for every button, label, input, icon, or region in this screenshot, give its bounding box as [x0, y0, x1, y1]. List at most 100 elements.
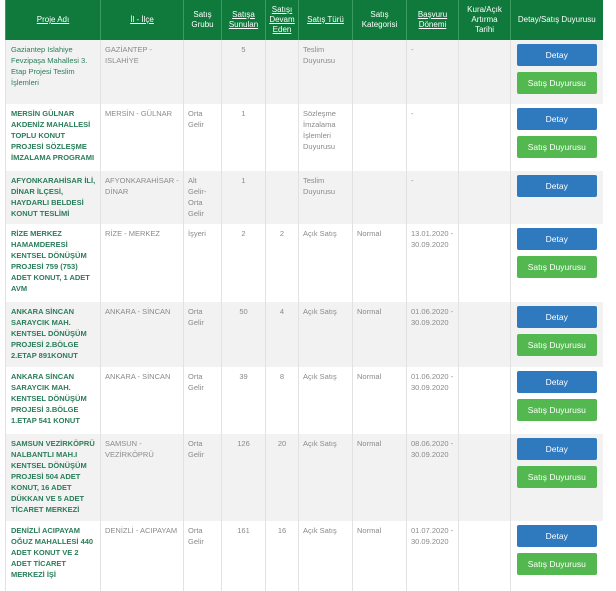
- project-name-link[interactable]: Gaziantep Islahiye Fevzipaşa Mahallesi 3…: [5, 40, 101, 104]
- satis-turu-cell: Teslim Duyurusu: [298, 171, 353, 224]
- header-satisa-sunulan[interactable]: Satışa Sunulan: [221, 0, 266, 40]
- satisa-sunulan-cell: 5: [221, 40, 266, 104]
- satis-duyurusu-button[interactable]: Satış Duyurusu: [516, 399, 597, 421]
- basvuru-donemi-cell: 13.01.2020 - 30.09.2020: [406, 224, 459, 302]
- kura-tarihi-cell: [458, 521, 511, 591]
- basvuru-donemi-cell: -: [406, 104, 459, 171]
- project-name-link[interactable]: AFYONKARAHİSAR İLİ, DİNAR İLÇESİ, HAYDAR…: [5, 171, 101, 224]
- actions-cell: Detay Satış Duyurusu: [510, 40, 603, 104]
- detay-button[interactable]: Detay: [516, 438, 597, 460]
- detay-button[interactable]: Detay: [516, 44, 597, 66]
- sort-link[interactable]: Proje Adı: [36, 15, 70, 24]
- il-ilce-cell: GAZİANTEP - ISLAHİYE: [100, 40, 184, 104]
- actions-cell: Detay Satış Duyurusu: [510, 367, 603, 434]
- sort-link[interactable]: İl - İlçe: [130, 15, 154, 24]
- detay-button[interactable]: Detay: [516, 108, 597, 130]
- table-row: MERSİN GÜLNAR AKDENİZ MAHALLESİ TOPLU KO…: [5, 104, 603, 171]
- header-il-ilce[interactable]: İl - İlçe: [100, 0, 184, 40]
- sort-link[interactable]: Başvuru Dönemi: [417, 10, 448, 29]
- project-name-link[interactable]: ANKARA SİNCAN SARAYCIK MAH. KENTSEL DÖNÜ…: [5, 302, 101, 367]
- satis-duyurusu-button[interactable]: Satış Duyurusu: [516, 72, 597, 94]
- actions-cell: Detay Satış Duyurusu: [510, 104, 603, 171]
- satisi-devam-eden-cell: [265, 40, 299, 104]
- kura-tarihi-cell: [458, 104, 511, 171]
- project-name-link[interactable]: SAMSUN VEZİRKÖPRÜ NALBANTLI MAH.I KENTSE…: [5, 434, 101, 521]
- satis-turu-cell: Açık Satış: [298, 434, 353, 521]
- actions-cell: Detay Satış Duyurusu: [510, 302, 603, 367]
- project-name-link[interactable]: MERSİN GÜLNAR AKDENİZ MAHALLESİ TOPLU KO…: [5, 104, 101, 171]
- satis-duyurusu-button[interactable]: Satış Duyurusu: [516, 553, 597, 575]
- kura-tarihi-cell: [458, 434, 511, 521]
- detay-button[interactable]: Detay: [516, 228, 597, 250]
- project-name-link[interactable]: DENİZLİ ACIPAYAM OĞUZ MAHALLESİ 440 ADET…: [5, 521, 101, 591]
- kura-tarihi-cell: [458, 302, 511, 367]
- detay-button[interactable]: Detay: [516, 371, 597, 393]
- table-header: Proje Adı İl - İlçe Satış Grubu Satışa S…: [5, 0, 603, 40]
- basvuru-donemi-cell: 01.06.2020 - 30.09.2020: [406, 302, 459, 367]
- satis-duyurusu-button[interactable]: Satış Duyurusu: [516, 466, 597, 488]
- satisi-devam-eden-cell: 20: [265, 434, 299, 521]
- actions-cell: Detay Satış Duyurusu: [510, 521, 603, 591]
- basvuru-donemi-cell: 08.06.2020 - 30.09.2020: [406, 434, 459, 521]
- satis-grubu-cell: İşyeri: [183, 224, 222, 302]
- table-row: RİZE MERKEZ HAMAMDERESİ KENTSEL DÖNÜŞÜM …: [5, 224, 603, 302]
- header-satis-turu[interactable]: Satış Türü: [298, 0, 353, 40]
- sort-link[interactable]: Satış Türü: [307, 15, 344, 24]
- satis-duyurusu-button[interactable]: Satış Duyurusu: [516, 136, 597, 158]
- table-row: ANKARA SİNCAN SARAYCIK MAH. KENTSEL DÖNÜ…: [5, 367, 603, 434]
- satis-kategorisi-cell: [352, 171, 407, 224]
- satis-grubu-cell: [183, 40, 222, 104]
- satis-grubu-cell: Orta Gelir: [183, 367, 222, 434]
- il-ilce-cell: ANKARA - SİNCAN: [100, 302, 184, 367]
- satis-grubu-cell: Orta Gelir: [183, 104, 222, 171]
- sort-link[interactable]: Satışa Sunulan: [228, 10, 259, 29]
- detay-button[interactable]: Detay: [516, 525, 597, 547]
- satis-grubu-cell: Orta Gelir: [183, 434, 222, 521]
- project-name-link[interactable]: ANKARA SİNCAN SARAYCIK MAH. KENTSEL DÖNÜ…: [5, 367, 101, 434]
- header-satisi-devam-eden[interactable]: Satışı Devam Eden: [265, 0, 299, 40]
- table-row: ANKARA SİNCAN SARAYCIK MAH. KENTSEL DÖNÜ…: [5, 302, 603, 367]
- satis-kategorisi-cell: Normal: [352, 521, 407, 591]
- header-satis-kategorisi: Satış Kategorisi: [352, 0, 407, 40]
- satisi-devam-eden-cell: [265, 171, 299, 224]
- il-ilce-cell: SAMSUN - VEZİRKÖPRÜ: [100, 434, 184, 521]
- satis-duyurusu-button[interactable]: Satış Duyurusu: [516, 256, 597, 278]
- satisa-sunulan-cell: 161: [221, 521, 266, 591]
- satisi-devam-eden-cell: 4: [265, 302, 299, 367]
- satis-kategorisi-cell: [352, 104, 407, 171]
- il-ilce-cell: DENİZLİ - ACIPAYAM: [100, 521, 184, 591]
- actions-cell: Detay Satış Duyurusu: [510, 434, 603, 521]
- satis-turu-cell: Açık Satış: [298, 521, 353, 591]
- detay-button[interactable]: Detay: [516, 306, 597, 328]
- basvuru-donemi-cell: -: [406, 40, 459, 104]
- satisa-sunulan-cell: 50: [221, 302, 266, 367]
- table-row: AFYONKARAHİSAR İLİ, DİNAR İLÇESİ, HAYDAR…: [5, 171, 603, 224]
- satisa-sunulan-cell: 1: [221, 171, 266, 224]
- satis-turu-cell: Açık Satış: [298, 302, 353, 367]
- il-ilce-cell: ANKARA - SİNCAN: [100, 367, 184, 434]
- projects-table: Proje Adı İl - İlçe Satış Grubu Satışa S…: [5, 0, 603, 591]
- satisa-sunulan-cell: 2: [221, 224, 266, 302]
- satis-kategorisi-cell: Normal: [352, 434, 407, 521]
- satis-kategorisi-cell: Normal: [352, 302, 407, 367]
- basvuru-donemi-cell: 01.06.2020 - 30.09.2020: [406, 367, 459, 434]
- header-kura-tarihi: Kura/Açık Artırma Tarihi: [458, 0, 511, 40]
- header-proje-adi[interactable]: Proje Adı: [5, 0, 101, 40]
- kura-tarihi-cell: [458, 171, 511, 224]
- satis-kategorisi-cell: Normal: [352, 367, 407, 434]
- detay-button[interactable]: Detay: [516, 175, 597, 197]
- basvuru-donemi-cell: 01.07.2020 - 30.09.2020: [406, 521, 459, 591]
- satis-turu-cell: Sözleşme İmzalama İşlemleri Duyurusu: [298, 104, 353, 171]
- project-name-link[interactable]: RİZE MERKEZ HAMAMDERESİ KENTSEL DÖNÜŞÜM …: [5, 224, 101, 302]
- satisi-devam-eden-cell: 8: [265, 367, 299, 434]
- header-basvuru-donemi[interactable]: Başvuru Dönemi: [406, 0, 459, 40]
- satisi-devam-eden-cell: 2: [265, 224, 299, 302]
- satis-kategorisi-cell: [352, 40, 407, 104]
- satisa-sunulan-cell: 1: [221, 104, 266, 171]
- kura-tarihi-cell: [458, 40, 511, 104]
- sort-link[interactable]: Satışı Devam Eden: [269, 5, 295, 34]
- satisa-sunulan-cell: 126: [221, 434, 266, 521]
- satis-turu-cell: Açık Satış: [298, 224, 353, 302]
- satis-duyurusu-button[interactable]: Satış Duyurusu: [516, 334, 597, 356]
- satis-kategorisi-cell: Normal: [352, 224, 407, 302]
